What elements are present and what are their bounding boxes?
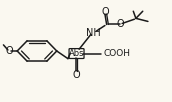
Text: O: O	[101, 7, 109, 17]
Text: NH: NH	[85, 28, 100, 38]
FancyBboxPatch shape	[69, 49, 84, 59]
Text: O: O	[6, 46, 13, 56]
Text: Abs: Abs	[69, 49, 84, 58]
Text: COOH: COOH	[103, 49, 130, 58]
Text: O: O	[73, 70, 80, 80]
Text: O: O	[117, 19, 124, 29]
